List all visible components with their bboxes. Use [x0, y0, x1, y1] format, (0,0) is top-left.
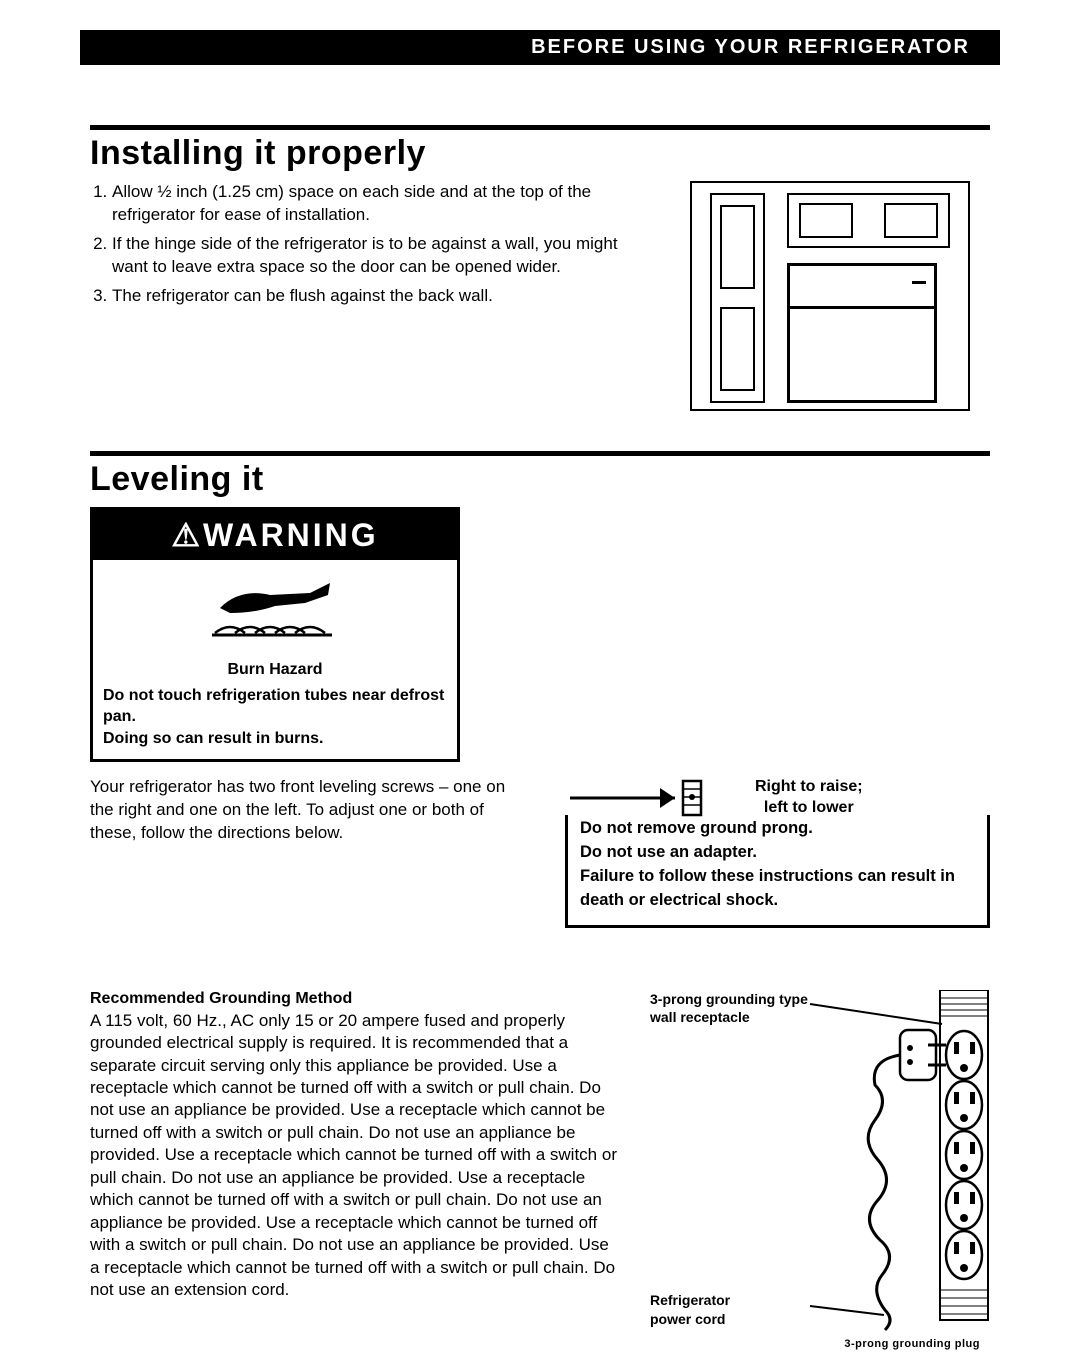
shock-line3: Failure to follow these instructions can…	[580, 865, 975, 913]
kitchen-cabinet-illustration	[690, 181, 970, 411]
leveling-screw-icon	[565, 773, 735, 823]
section-divider	[90, 125, 990, 130]
grounding-plug-icon	[800, 990, 990, 1335]
install-item-2: If the hinge side of the refrigerator is…	[112, 233, 650, 279]
plug-diagram: 3-prong grounding type wall receptacle	[650, 990, 990, 1350]
section-title-leveling: Leveling it	[90, 460, 990, 499]
section-title-install: Installing it properly	[90, 134, 990, 173]
leveling-section: Leveling it ⚠WARNING Burn Hazard Do not …	[90, 451, 990, 928]
install-text: Allow ½ inch (1.25 cm) space on each sid…	[90, 181, 650, 411]
warning-line2: Doing so can result in burns.	[103, 728, 447, 750]
header-bar: BEFORE USING YOUR REFRIGERATOR	[80, 30, 1000, 65]
electrical-shock-box: Do not remove ground prong. Do not use a…	[565, 815, 990, 928]
shock-line1: Do not remove ground prong.	[580, 817, 975, 841]
section-divider	[90, 451, 990, 456]
warning-body: Burn Hazard Do not touch refrigeration t…	[93, 655, 457, 759]
receptacle-label: 3-prong grounding type wall receptacle	[650, 990, 810, 1026]
warning-box: ⚠WARNING Burn Hazard Do not touch refrig…	[90, 507, 460, 762]
grounding-text: Recommended Grounding Method A 115 volt,…	[90, 990, 620, 1350]
shock-line2: Do not use an adapter.	[580, 841, 975, 865]
grounding-row: Recommended Grounding Method A 115 volt,…	[90, 990, 990, 1350]
grounding-heading: Recommended Grounding Method	[90, 990, 620, 1008]
powercord-label: Refrigerator power cord	[650, 1291, 760, 1327]
leveling-right-col: Right to raise; left to lower Do not rem…	[565, 507, 990, 928]
install-row: Allow ½ inch (1.25 cm) space on each sid…	[90, 181, 990, 411]
warning-hazard: Burn Hazard	[103, 659, 447, 681]
warning-header: ⚠WARNING	[93, 510, 457, 560]
install-item-1: Allow ½ inch (1.25 cm) space on each sid…	[112, 181, 650, 227]
burn-hand-icon	[93, 560, 457, 655]
warning-line1: Do not touch refrigeration tubes near de…	[103, 685, 447, 728]
install-item-3: The refrigerator can be flush against th…	[112, 285, 650, 308]
screw-label: Right to raise; left to lower	[755, 777, 863, 819]
plug-caption: 3-prong grounding plug	[844, 1338, 980, 1350]
leveling-intro: Your refrigerator has two front leveling…	[90, 776, 515, 845]
leveling-left-col: ⚠WARNING Burn Hazard Do not touch refrig…	[90, 507, 515, 928]
grounding-body: A 115 volt, 60 Hz., AC only 15 or 20 amp…	[90, 1010, 620, 1302]
